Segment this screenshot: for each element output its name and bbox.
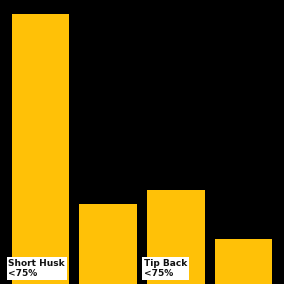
Bar — [12, 14, 69, 284]
Bar — [147, 190, 204, 284]
Bar — [80, 204, 137, 284]
Text: Short Husk
<75%: Short Husk <75% — [9, 259, 65, 278]
Bar — [215, 239, 272, 284]
Text: Tip Back
<75%: Tip Back <75% — [144, 259, 187, 278]
